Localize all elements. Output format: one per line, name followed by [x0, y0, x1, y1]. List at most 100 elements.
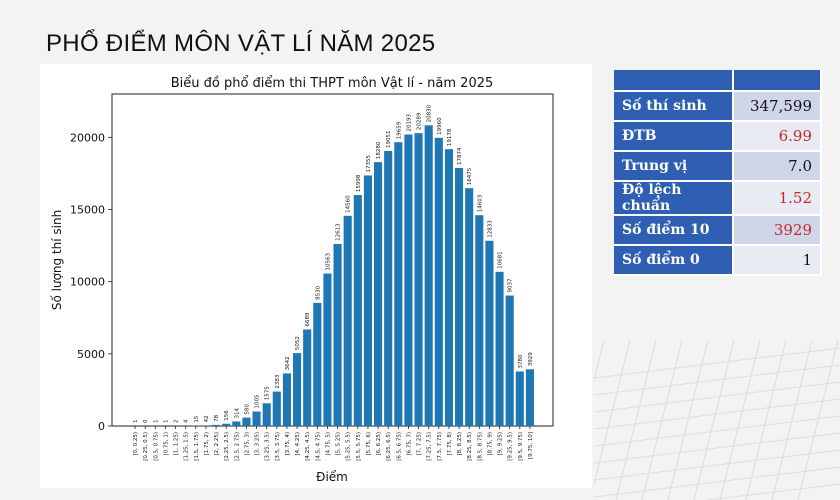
- grid-line: [719, 340, 761, 500]
- x-tick-label: [7.5, 7.75): [437, 432, 443, 461]
- page-title: PHỔ ĐIỂM MÔN VẬT LÍ NĂM 2025: [46, 30, 436, 57]
- grid-line: [704, 483, 840, 500]
- y-tick-label: 15000: [70, 203, 105, 216]
- y-tick-label: 0: [98, 420, 105, 433]
- grid-line: [745, 340, 787, 500]
- x-tick-label: [5.25, 5.5): [346, 432, 352, 461]
- bar-value-label: 20830: [427, 104, 433, 122]
- bar: [333, 243, 342, 426]
- bar: [515, 371, 524, 426]
- bar: [232, 421, 241, 426]
- x-tick-label: [9.25, 9.5): [508, 432, 514, 461]
- bar: [343, 215, 352, 426]
- y-tick-label: 10000: [70, 276, 105, 289]
- bar-value-label: 2383: [275, 374, 281, 388]
- bar: [262, 403, 271, 426]
- stats-header-row: [614, 70, 822, 92]
- bar: [303, 329, 312, 426]
- bar-value-label: 19659: [396, 121, 402, 139]
- x-tick-label: [5, 5.25): [336, 432, 342, 456]
- stat-label: Trung vị: [614, 152, 734, 182]
- bar: [394, 142, 403, 426]
- x-tick-label: [3.25, 3.5): [265, 432, 271, 461]
- grid-line: [615, 340, 657, 500]
- x-tick-label: [2.25, 2.5): [224, 432, 230, 461]
- score-distribution-chart: Biểu đồ phổ điểm thi THPT môn Vật lí - n…: [50, 76, 554, 484]
- bar-value-label: 9037: [508, 278, 514, 292]
- x-tick-label: [0.25, 0.5): [143, 432, 149, 461]
- bar-value-label: 15998: [356, 174, 362, 192]
- x-tick-label: [8, 8.25): [457, 432, 463, 456]
- bar-value-label: 1: [153, 419, 159, 423]
- y-tick-label: 20000: [70, 131, 105, 144]
- grid-line: [594, 432, 840, 464]
- bar: [363, 175, 372, 426]
- bar-value-label: 17874: [457, 147, 463, 165]
- bar-value-label: 19051: [386, 131, 392, 149]
- bar: [374, 162, 383, 426]
- bar: [201, 425, 210, 426]
- bar: [485, 240, 494, 426]
- bar-value-label: 18280: [376, 141, 382, 159]
- x-tick-label: [3.75, 4): [285, 432, 291, 456]
- bar-value-label: 156: [224, 410, 230, 421]
- grid-line: [594, 449, 840, 481]
- bar: [242, 417, 251, 426]
- x-tick-label: [1.25, 1.5): [184, 432, 190, 461]
- stats-row: Độ lệch chuẩn 1.52: [614, 182, 822, 216]
- bar-value-label: 10681: [498, 251, 504, 269]
- bar-value-label: 42: [204, 415, 210, 422]
- decorative-floor-grid: [594, 340, 840, 500]
- bar: [212, 424, 221, 426]
- x-tick-label: [4.5, 4.75): [315, 432, 321, 461]
- stat-label: Số thí sinh: [614, 92, 734, 122]
- x-tick-label: [5.75, 6): [366, 432, 372, 456]
- bar-value-label: 1005: [255, 394, 261, 408]
- grid-line: [797, 340, 839, 500]
- x-tick-label: [2.5, 2.75): [234, 432, 240, 461]
- bar-value-label: 14560: [346, 195, 352, 213]
- grid-line: [641, 340, 683, 500]
- bar-value-label: 17355: [366, 154, 372, 172]
- x-tick-label: [6.5, 6.75): [396, 432, 402, 461]
- bar: [455, 167, 464, 426]
- grid-line: [693, 340, 735, 500]
- bar-value-label: 19178: [447, 128, 453, 146]
- x-tick-label: [3.5, 3.75): [275, 432, 281, 461]
- stats-header-cell: [614, 70, 734, 92]
- bar: [465, 188, 474, 426]
- grid-line: [594, 347, 840, 379]
- x-tick-label: [0.75, 1): [163, 432, 169, 456]
- stats-header-cell: [734, 70, 822, 92]
- bar-value-label: 2: [174, 419, 180, 423]
- bar: [495, 271, 504, 426]
- x-tick-label: [3, 3.25): [255, 432, 261, 456]
- bar-value-label: 4: [184, 419, 190, 423]
- bar: [293, 353, 302, 426]
- stat-label: Số điểm 0: [614, 246, 734, 276]
- bar-value-label: 5052: [295, 336, 301, 350]
- bar: [404, 134, 413, 426]
- plot-frame: [111, 93, 554, 427]
- chart-panel: Biểu đồ phổ điểm thi THPT môn Vật lí - n…: [40, 64, 592, 488]
- x-tick-label: [4.75, 5): [325, 432, 331, 456]
- x-tick-label: [0.5, 0.75): [153, 432, 159, 461]
- bar-value-label: 12833: [487, 220, 493, 238]
- stats-row: Số điểm 10 3929: [614, 216, 822, 246]
- bar-value-label: 15: [194, 415, 200, 422]
- stat-value: 7.0: [734, 152, 822, 182]
- y-tick-label: 5000: [77, 348, 105, 361]
- y-axis-label: Số lượng thí sinh: [50, 210, 64, 310]
- x-tick-label: [2.75, 3): [244, 432, 250, 456]
- x-tick-label: [1.75, 2): [204, 432, 210, 456]
- stat-value: 6.99: [734, 122, 822, 152]
- x-tick-label: [0, 0.25): [133, 432, 139, 456]
- bar-value-label: 19960: [437, 117, 443, 135]
- stat-value: 1: [734, 246, 822, 276]
- bar: [272, 391, 281, 426]
- bar-value-label: 3929: [528, 352, 534, 366]
- bar-value-label: 14603: [477, 194, 483, 212]
- bar-value-label: 20193: [406, 114, 412, 132]
- x-tick-label: [7.75, 8): [447, 432, 453, 456]
